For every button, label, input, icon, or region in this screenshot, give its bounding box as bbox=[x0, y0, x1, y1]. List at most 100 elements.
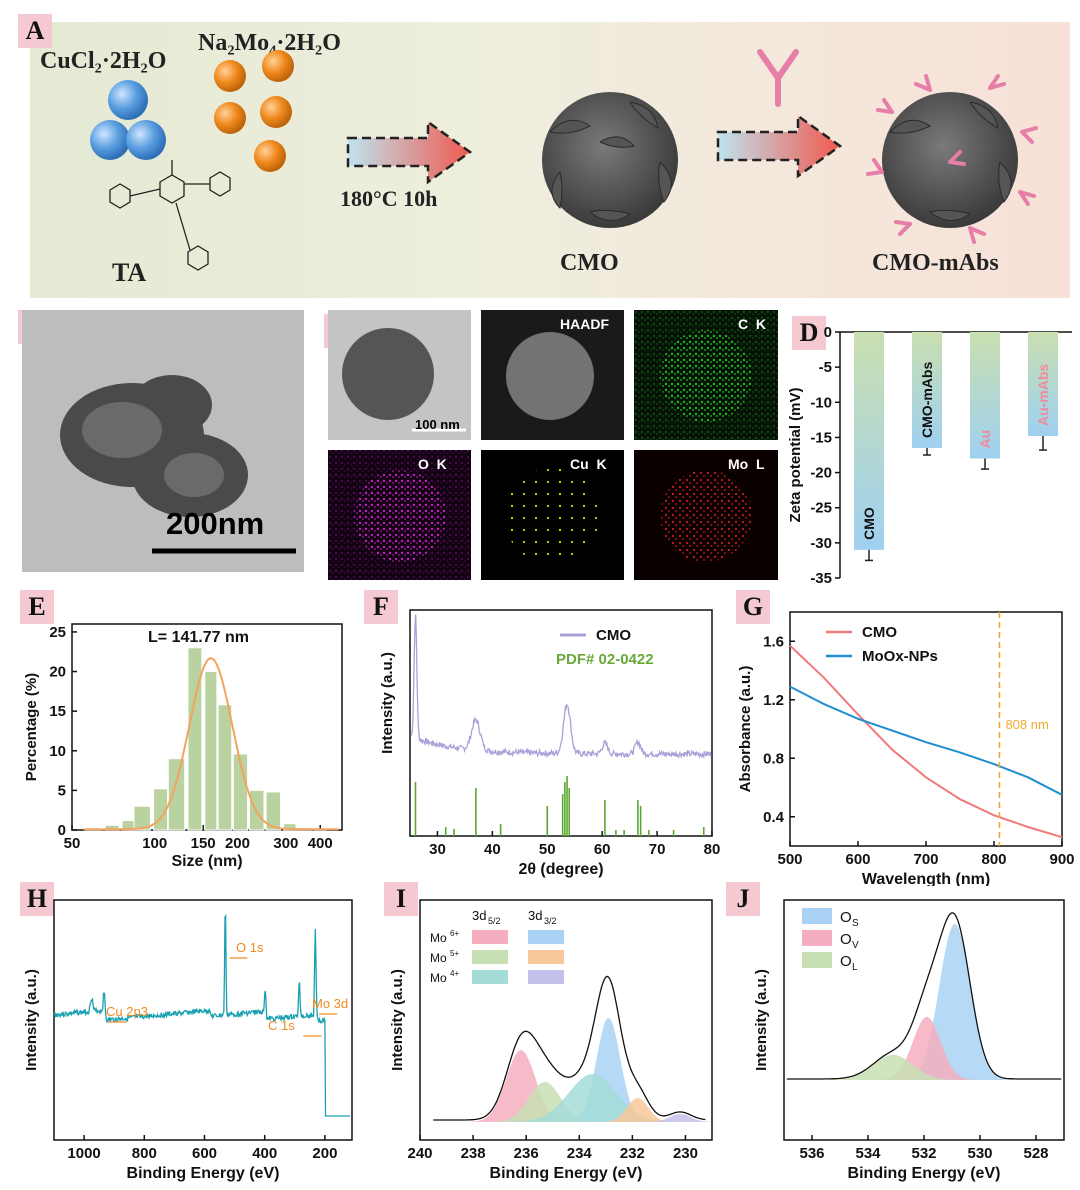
tick-label: 700 bbox=[913, 851, 938, 868]
legend-swatch bbox=[528, 930, 564, 944]
cmo-nanoflower bbox=[542, 92, 678, 228]
tem-image-b bbox=[22, 310, 304, 572]
panel-letter-e: E bbox=[20, 590, 54, 624]
tick-label: 232 bbox=[620, 1145, 645, 1162]
tick-label: 200 bbox=[225, 835, 250, 852]
legend-row-label: Mo bbox=[430, 971, 447, 985]
tick-label: 0.8 bbox=[763, 750, 784, 767]
legend-label-v: O bbox=[840, 931, 852, 948]
plot-frame bbox=[53, 899, 353, 1141]
tick-label: 20 bbox=[49, 664, 66, 681]
tick-label: -35 bbox=[810, 570, 832, 587]
marker-label-808: 808 nm bbox=[1005, 717, 1048, 732]
absorbance-chart: 0.4 0.8 1.2 1.6 500 600 700 800 900 808 nm CMO MoOx… bbox=[737, 611, 1075, 886]
legend-header: 3d bbox=[472, 908, 486, 923]
y-axis-label: Intensity (a.u.) bbox=[23, 969, 40, 1071]
bar-label-cmo: CMO bbox=[861, 507, 877, 540]
bar-cmo bbox=[854, 332, 884, 550]
y-axis-label: Intensity (a.u.) bbox=[753, 969, 770, 1071]
ta-label: TA bbox=[112, 258, 147, 287]
x-axis-label: Size (nm) bbox=[171, 853, 242, 870]
legend-row-label: Mo bbox=[430, 931, 447, 945]
histogram-bar bbox=[153, 788, 169, 831]
orange-sphere bbox=[214, 102, 246, 134]
legend-swatch bbox=[802, 908, 832, 924]
tick-label: 530 bbox=[967, 1145, 992, 1162]
x-axis-label: 2θ (degree) bbox=[518, 861, 603, 878]
tick-label: 234 bbox=[567, 1145, 593, 1162]
tick-label: 236 bbox=[514, 1145, 539, 1162]
legend-label-cmo: CMO bbox=[862, 624, 897, 641]
peak-label: Cu 2p3 bbox=[106, 1004, 148, 1019]
tick-label: 60 bbox=[594, 841, 611, 858]
tick-label: 500 bbox=[777, 851, 802, 868]
tick-label: 528 bbox=[1023, 1145, 1048, 1162]
orange-sphere bbox=[260, 96, 292, 128]
fit-peak-ol bbox=[784, 1054, 1064, 1080]
tick-label: 100 bbox=[142, 835, 167, 852]
reaction-arrow-1 bbox=[346, 119, 473, 185]
series-line-moox-nps bbox=[789, 685, 1063, 796]
tick-label: 15 bbox=[49, 703, 66, 720]
reagent-cucl2-label: CuCl₂·2H₂O bbox=[40, 48, 167, 74]
panel-letter-h: H bbox=[20, 882, 54, 916]
tick-label: 300 bbox=[273, 835, 298, 852]
fit-peak-mo5_32 bbox=[420, 1098, 712, 1122]
tick-label: -5 bbox=[819, 359, 832, 376]
fit-curve bbox=[83, 657, 339, 831]
x-axis-label: Binding Energy (eV) bbox=[490, 1165, 643, 1182]
mo3d-envelope bbox=[433, 975, 706, 1121]
legend-row-label: Mo bbox=[430, 951, 447, 965]
legend-sub-l: L bbox=[852, 962, 858, 973]
xps-survey-chart: 1000 800 600 400 200 Cu 2p3 O 1s C 1s Mo 3d Inten… bbox=[23, 899, 353, 1182]
histogram-bar bbox=[133, 805, 151, 831]
tick-label: 50 bbox=[539, 841, 556, 858]
legend-label-pdf: PDF# 02-0422 bbox=[556, 651, 654, 668]
histogram-bar bbox=[167, 758, 186, 831]
tick-label: 150 bbox=[191, 835, 216, 852]
legend-row-sup: 6+ bbox=[450, 929, 459, 938]
panel-letter-j: J bbox=[726, 882, 760, 916]
tick-label: 600 bbox=[845, 851, 870, 868]
tick-label: 0.4 bbox=[763, 809, 785, 826]
antibody-icon bbox=[757, 49, 799, 107]
tick-label: 1.2 bbox=[763, 692, 784, 709]
cmo-xrd-pattern bbox=[410, 614, 712, 760]
reaction-arrow-2 bbox=[716, 113, 843, 179]
tick-label: 240 bbox=[407, 1145, 432, 1162]
cmo-mabs-nanoflower bbox=[866, 74, 1038, 244]
tick-label: 1000 bbox=[67, 1145, 100, 1162]
tick-label: 800 bbox=[981, 851, 1006, 868]
legend-header-sub: 5/2 bbox=[488, 916, 501, 926]
tick-label: 40 bbox=[484, 841, 501, 858]
y-axis-label: Intensity (a.u.) bbox=[379, 652, 396, 754]
legend-swatch bbox=[802, 952, 832, 968]
mean-size-annotation: L= 141.77 nm bbox=[148, 629, 249, 646]
tick-label: 50 bbox=[64, 835, 81, 852]
tick-label: 1.6 bbox=[763, 633, 784, 650]
legend-row-sup: 5+ bbox=[450, 949, 459, 958]
orange-sphere bbox=[254, 140, 286, 172]
fit-peak-mo4_32 bbox=[420, 1114, 712, 1122]
panel-a-illustration bbox=[90, 49, 1038, 271]
legend-header: 3d bbox=[528, 908, 542, 923]
xps-survey-spectrum bbox=[53, 913, 351, 1117]
peak-label: C 1s bbox=[268, 1018, 295, 1033]
legend-swatch bbox=[472, 930, 508, 944]
legend-swatch bbox=[528, 950, 564, 964]
tick-label: 534 bbox=[855, 1145, 881, 1162]
plot-frame bbox=[419, 899, 713, 1141]
tick-label: 238 bbox=[461, 1145, 486, 1162]
o-k-label: O K bbox=[418, 456, 447, 472]
y-axis-label: Percentage (%) bbox=[23, 673, 40, 781]
tick-label: 200 bbox=[312, 1145, 337, 1162]
cu-k-label: Cu K bbox=[570, 456, 607, 472]
tick-label: -10 bbox=[810, 394, 832, 411]
tick-label: 600 bbox=[192, 1145, 217, 1162]
tick-label: 70 bbox=[649, 841, 666, 858]
reagent-na2mo4-label: Na₂Mo₄·2H₂O bbox=[198, 30, 341, 56]
series-line-cmo bbox=[789, 644, 1063, 839]
reaction-condition-label: 180°C 10h bbox=[340, 186, 438, 211]
tick-label: 0 bbox=[58, 822, 66, 839]
xrd-chart: 30 40 50 60 70 80 CMO PDF# 02-0422 Intensity (a.… bbox=[379, 609, 720, 878]
